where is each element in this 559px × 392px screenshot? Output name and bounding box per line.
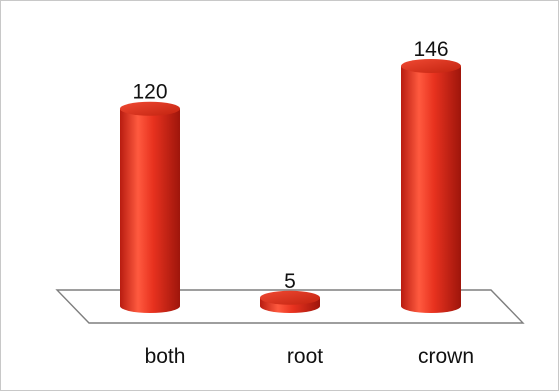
data-label-both: 120 <box>132 81 167 104</box>
floor-plane <box>55 289 525 324</box>
bar-body <box>120 108 180 314</box>
bar-top <box>260 290 320 305</box>
data-label-crown: 146 <box>413 38 448 61</box>
category-label-crown: crown <box>418 345 474 368</box>
data-labels-group: 120 5 146 <box>132 38 448 293</box>
bar-root <box>260 290 320 313</box>
category-labels-group: both root crown <box>145 345 474 368</box>
bar-both <box>120 101 180 314</box>
bars-group <box>120 59 461 314</box>
data-label-root: 5 <box>284 270 296 293</box>
bar-top <box>401 59 461 73</box>
category-label-root: root <box>287 345 323 368</box>
bar-crown <box>401 59 461 313</box>
bar-body <box>401 66 461 313</box>
category-label-both: both <box>145 345 186 368</box>
bar-top <box>120 101 180 116</box>
